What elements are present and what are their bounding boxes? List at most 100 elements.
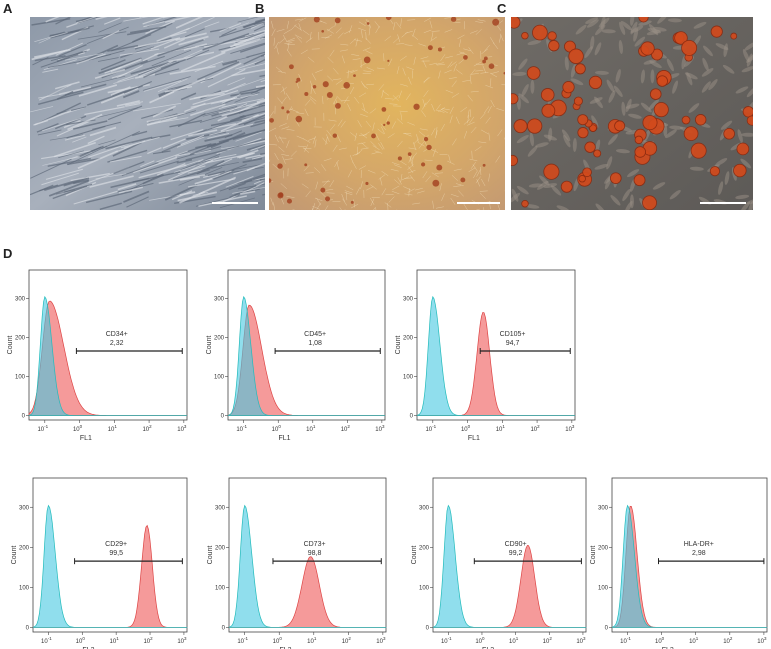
cell (463, 48, 472, 52)
y-tick-label: 100 (215, 585, 226, 591)
cell (94, 68, 126, 80)
tick-exponent: 2 (537, 424, 540, 429)
cell (56, 118, 95, 137)
cell (431, 32, 434, 41)
cell (335, 79, 343, 85)
lipid-cell (634, 146, 646, 158)
cell (431, 30, 440, 32)
cell (470, 73, 479, 75)
cell (225, 176, 254, 188)
cell (142, 174, 165, 185)
y-tick-label: 300 (215, 505, 226, 511)
cell (431, 172, 439, 178)
cell (452, 21, 461, 24)
lipid-cell (511, 93, 519, 105)
cell (425, 175, 431, 183)
tick-base: 10 (441, 639, 448, 645)
tick-base: 10 (565, 427, 572, 433)
cell (556, 205, 570, 210)
cell (343, 96, 349, 104)
cell (404, 133, 412, 137)
cell (45, 168, 83, 180)
cell (371, 151, 380, 155)
cell (316, 202, 321, 210)
cell (425, 98, 431, 106)
cell (475, 21, 484, 24)
cell (305, 172, 314, 174)
cell (415, 187, 423, 191)
lipid-cell (578, 175, 586, 183)
cell (41, 150, 91, 160)
cell (323, 179, 330, 186)
cell (105, 136, 153, 150)
cell (448, 154, 451, 163)
cell (346, 70, 355, 73)
cell (667, 18, 682, 23)
flow-plot: 0100200300Count10-1100101102103FL2CD90+9… (411, 477, 587, 649)
x-axis-label: FL1 (278, 435, 290, 442)
control-histogram (432, 504, 587, 628)
cell (400, 83, 408, 87)
cell (294, 25, 302, 31)
tick-exponent: 3 (184, 636, 187, 641)
cell (399, 160, 407, 166)
cell (111, 72, 128, 79)
cell (445, 55, 453, 59)
x-tick-label: 102 (723, 636, 733, 645)
cell (485, 84, 493, 89)
cell (160, 110, 196, 122)
stain-dot (321, 29, 325, 33)
cell (451, 175, 459, 181)
tick-base: 10 (576, 639, 583, 645)
cell-texture (30, 17, 265, 210)
cell (389, 103, 398, 105)
cell (498, 34, 502, 43)
stain-dot (463, 55, 468, 60)
cell (463, 203, 468, 210)
cell (362, 131, 370, 137)
tick-exponent: 3 (184, 424, 187, 429)
cell (246, 143, 265, 151)
y-tick-label: 100 (419, 585, 430, 591)
tick-exponent: 1 (696, 636, 699, 641)
stain-dot (383, 123, 386, 127)
control-histogram (227, 295, 385, 416)
cell (146, 116, 178, 126)
flow-plots: 0100200300Count10-1100101102103FL1CD34+2… (7, 269, 768, 649)
cell (87, 135, 105, 145)
cell (463, 209, 464, 210)
tick-base: 10 (307, 639, 314, 645)
cell (204, 21, 220, 28)
cell-texture (511, 17, 753, 210)
cell (572, 137, 577, 152)
cell (610, 195, 621, 206)
cell (458, 190, 464, 197)
control-histogram (32, 504, 188, 628)
cell (396, 66, 400, 75)
cell (324, 34, 333, 39)
cell (420, 56, 429, 60)
cell (385, 114, 390, 123)
cell (527, 39, 542, 46)
cell (521, 83, 529, 97)
stain-dot (335, 102, 341, 109)
lipid-cell (694, 114, 707, 126)
cell (460, 107, 468, 113)
cell (423, 77, 431, 83)
cell (246, 162, 265, 172)
cell (77, 17, 98, 24)
cell (203, 171, 230, 182)
cell (504, 137, 505, 141)
cell (280, 183, 287, 189)
cell (469, 75, 472, 84)
cell (741, 132, 753, 137)
cell (260, 152, 265, 156)
x-tick-label: 103 (757, 636, 767, 645)
cell (397, 34, 401, 43)
cell (361, 142, 368, 149)
cell (118, 186, 143, 194)
tick-exponent: 1 (116, 636, 119, 641)
cell (476, 178, 481, 187)
stain-dot (350, 200, 354, 204)
cell (314, 139, 317, 148)
